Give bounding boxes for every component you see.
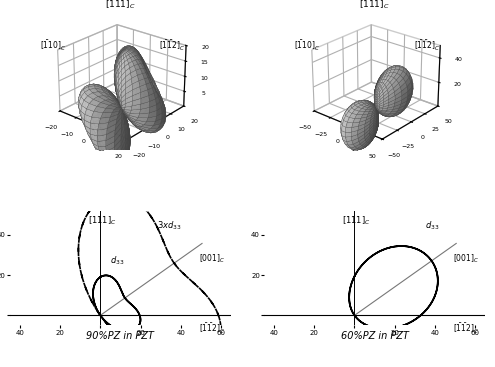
Text: 60%PZ in PZT: 60%PZ in PZT [341,331,408,341]
Text: [111]$_C$: [111]$_C$ [88,215,117,228]
Text: [111]$_C$: [111]$_C$ [342,215,371,228]
Text: [$\bar{1}$10]$_C$: [$\bar{1}$10]$_C$ [294,39,320,54]
Text: [$\bar{1}\bar{1}$2]$_C$: [$\bar{1}\bar{1}$2]$_C$ [453,321,479,335]
Text: 90%PZ in PZT: 90%PZ in PZT [87,331,154,341]
Text: [$\bar{1}\bar{1}$2]$_C$: [$\bar{1}\bar{1}$2]$_C$ [413,39,440,54]
Text: $d_{33}$: $d_{33}$ [425,220,439,232]
Title: [111]$_C$: [111]$_C$ [359,0,390,11]
Text: [$\bar{1}\bar{1}$2]$_C$: [$\bar{1}\bar{1}$2]$_C$ [198,321,225,335]
Title: [111]$_C$: [111]$_C$ [105,0,136,11]
Text: [001]$_C$: [001]$_C$ [453,253,479,265]
Text: [001]$_C$: [001]$_C$ [198,253,225,265]
Text: $d_{33}$: $d_{33}$ [110,254,125,266]
Text: [$\bar{1}$10]$_C$: [$\bar{1}$10]$_C$ [40,39,66,54]
Text: [$\bar{1}\bar{1}$2]$_C$: [$\bar{1}\bar{1}$2]$_C$ [159,39,186,54]
Text: $3xd_{33}$: $3xd_{33}$ [156,220,181,232]
